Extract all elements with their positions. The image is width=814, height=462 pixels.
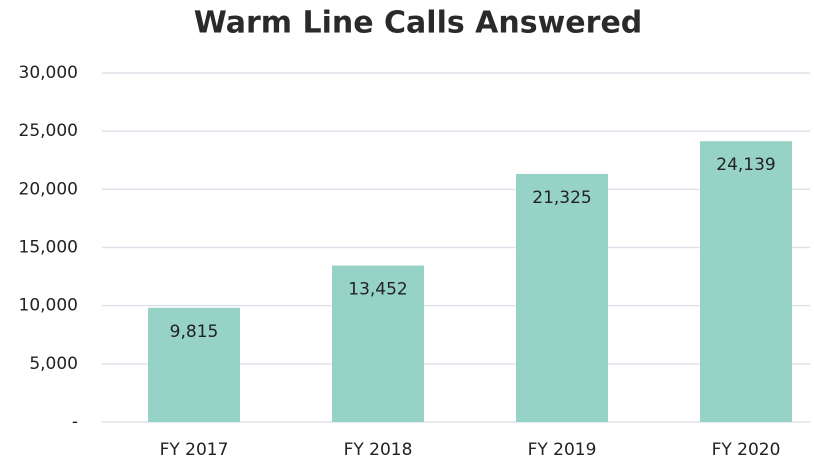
x-tick-label: FY 2020 bbox=[712, 440, 781, 460]
y-tick-label: 30,000 bbox=[19, 63, 78, 83]
x-tick-label: FY 2017 bbox=[160, 440, 229, 460]
bar bbox=[700, 141, 792, 422]
y-tick-label: 20,000 bbox=[19, 179, 78, 199]
x-tick-label: FY 2019 bbox=[528, 440, 597, 460]
bar bbox=[332, 265, 424, 422]
data-label: 24,139 bbox=[716, 155, 775, 175]
data-label: 13,452 bbox=[348, 280, 407, 300]
x-tick-label: FY 2018 bbox=[344, 440, 413, 460]
y-tick-label: 25,000 bbox=[19, 121, 78, 141]
y-tick-label: - bbox=[72, 412, 78, 432]
data-label: 21,325 bbox=[532, 188, 591, 208]
y-tick-label: 5,000 bbox=[29, 354, 78, 374]
y-tick-label: 10,000 bbox=[19, 296, 78, 316]
y-tick-label: 15,000 bbox=[19, 238, 78, 258]
bar bbox=[148, 307, 240, 422]
bar bbox=[516, 173, 608, 422]
data-label: 9,815 bbox=[170, 322, 219, 342]
chart-title: Warm Line Calls Answered bbox=[194, 6, 643, 41]
